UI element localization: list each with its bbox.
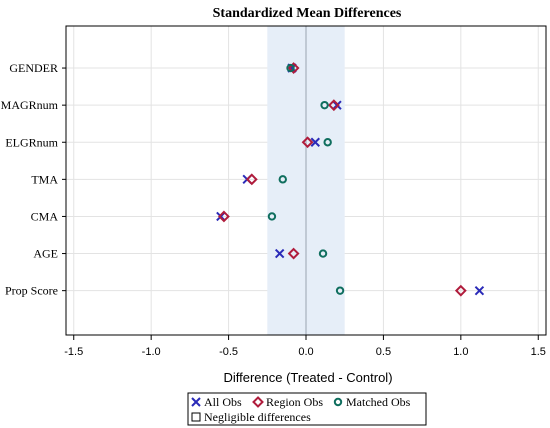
legend-label: Negligible differences bbox=[204, 410, 311, 424]
point-region-obs bbox=[245, 173, 258, 186]
point-region-obs bbox=[287, 247, 300, 260]
x-axis-ticks: -1.5 -1.0 -0.5 0.0 0.5 1.0 1.5 bbox=[64, 335, 546, 358]
category-label: MAGRnum bbox=[1, 98, 59, 112]
category-labels: GENDER MAGRnum ELGRnum TMA CMA AGE Prop Score bbox=[1, 61, 66, 298]
point-matched-obs bbox=[335, 286, 345, 295]
x-tick-label: 1.0 bbox=[453, 346, 468, 358]
point-matched-obs bbox=[318, 249, 328, 258]
point-all-obs bbox=[474, 285, 485, 296]
legend-marker bbox=[252, 396, 264, 408]
point-region-obs bbox=[327, 99, 340, 112]
point-region-obs bbox=[454, 284, 467, 297]
category-label: AGE bbox=[33, 247, 58, 261]
point-region-obs bbox=[301, 136, 314, 149]
category-label: GENDER bbox=[9, 61, 58, 75]
legend-label: Matched Obs bbox=[346, 395, 411, 409]
point-region-obs bbox=[218, 210, 230, 223]
x-tick-label: -1.5 bbox=[64, 346, 83, 358]
category-label: ELGRnum bbox=[5, 135, 58, 149]
category-label: TMA bbox=[31, 172, 58, 186]
point-all-obs bbox=[310, 137, 320, 147]
data-markers bbox=[216, 62, 485, 297]
plot-border bbox=[65, 25, 547, 336]
point-matched-obs bbox=[267, 212, 277, 221]
point-matched-obs bbox=[320, 100, 329, 110]
legend-label: All Obs bbox=[204, 395, 242, 409]
x-tick-label: -1.0 bbox=[142, 346, 161, 358]
legend-marker-square bbox=[191, 412, 201, 422]
legend-box bbox=[187, 392, 427, 426]
x-tick-label: 0.0 bbox=[298, 346, 313, 358]
chart-title: Standardized Mean Differences bbox=[213, 6, 402, 21]
plot-frame bbox=[65, 25, 547, 336]
x-tick-label: 1.5 bbox=[531, 346, 546, 358]
point-matched-obs bbox=[286, 63, 295, 73]
point-matched-obs bbox=[323, 138, 332, 147]
x-axis-label: Difference (Treated - Control) bbox=[223, 370, 392, 385]
legend-label: Region Obs bbox=[266, 395, 323, 409]
legend-marker bbox=[191, 397, 201, 407]
x-tick-label: -0.5 bbox=[219, 346, 238, 358]
category-label: Prop Score bbox=[5, 284, 58, 298]
category-label: CMA bbox=[31, 209, 59, 223]
legend: All Obs Region Obs Matched Obs Negligible d… bbox=[187, 392, 427, 426]
point-matched-obs bbox=[278, 175, 287, 184]
point-region-obs bbox=[287, 62, 300, 74]
x-tick-label: 0.5 bbox=[376, 346, 391, 358]
point-all-obs bbox=[274, 248, 285, 259]
legend-marker bbox=[333, 397, 343, 407]
